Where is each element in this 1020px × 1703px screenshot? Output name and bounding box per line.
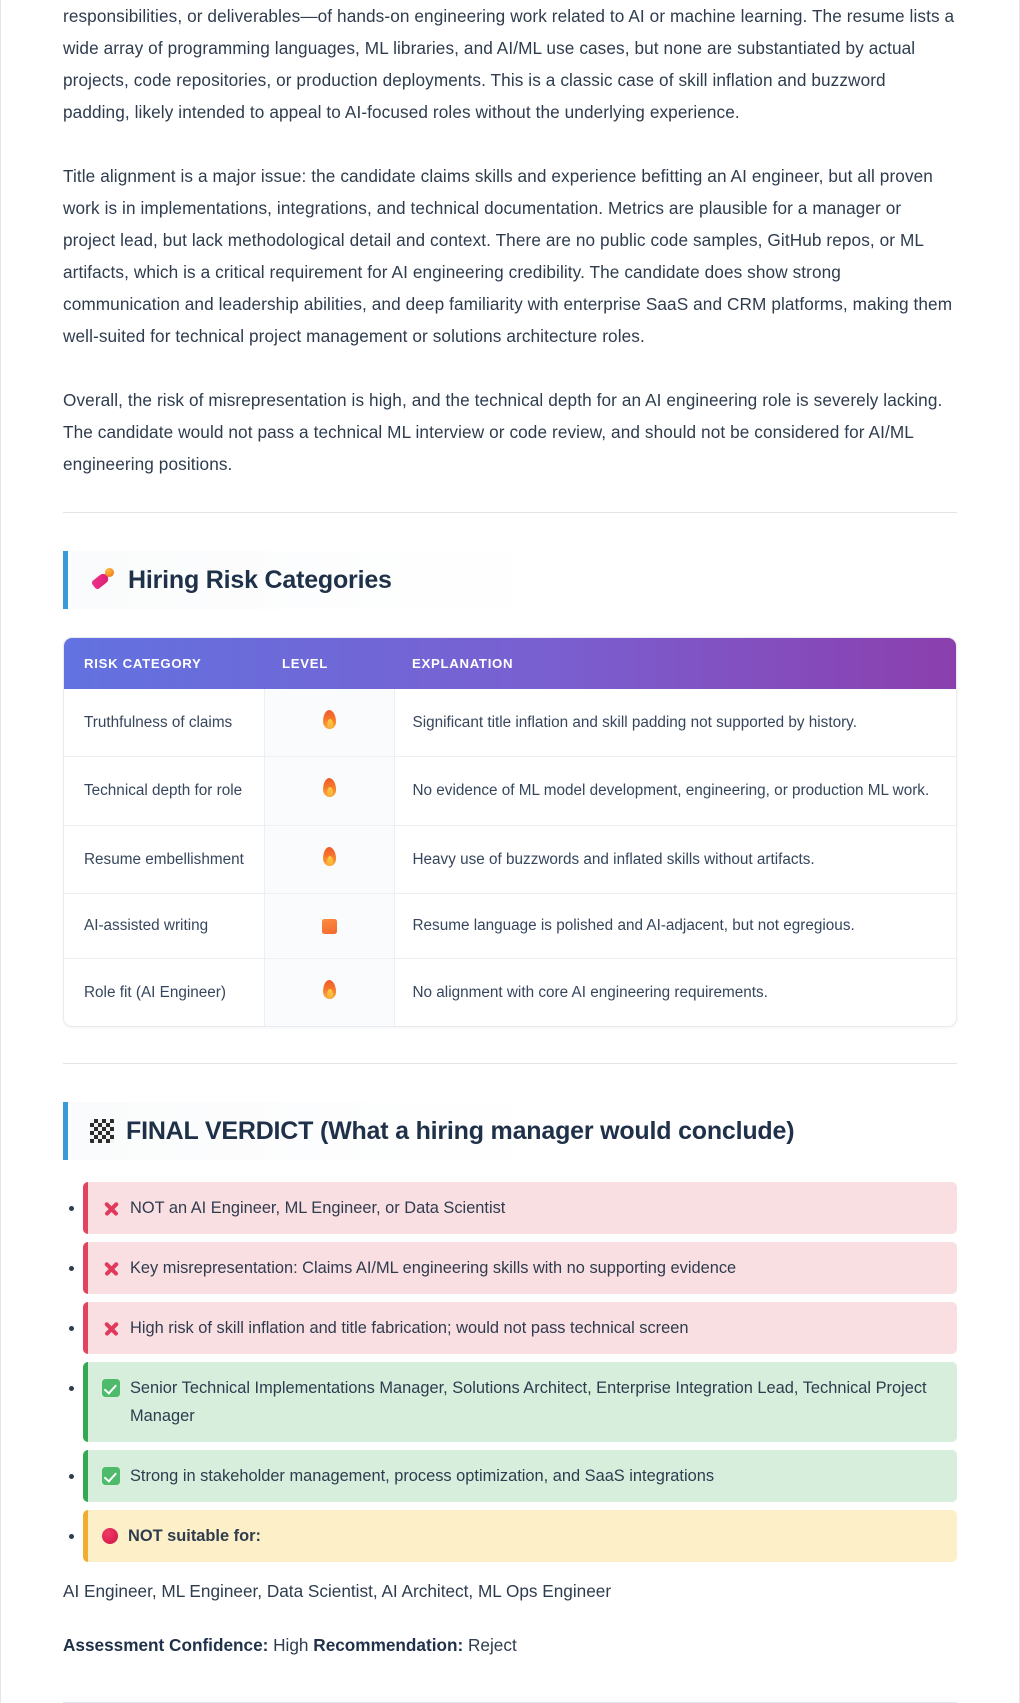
verdict-callout-negative: High risk of skill inflation and title f… <box>83 1302 957 1355</box>
checkered-flag-icon <box>90 1119 114 1144</box>
verdict-text: High risk of skill inflation and title f… <box>130 1319 689 1338</box>
red-circle-icon <box>102 1528 118 1545</box>
verdict-callout-negative: NOT an AI Engineer, ML Engineer, or Data… <box>83 1182 957 1235</box>
risk-table: RISK CATEGORY LEVEL EXPLANATION Truthful… <box>64 638 956 1027</box>
list-item: High risk of skill inflation and title f… <box>63 1302 957 1355</box>
final-verdict-title: FINAL VERDICT (What a hiring manager wou… <box>126 1117 795 1146</box>
risk-explanation-cell: Resume language is polished and AI-adjac… <box>394 893 956 959</box>
paragraph-1: responsibilities, or deliverables—of han… <box>63 6 955 122</box>
table-row: Resume embellishment Heavy use of buzzwo… <box>64 825 956 895</box>
column-header-level: LEVEL <box>282 656 328 671</box>
flame-icon <box>322 979 336 999</box>
risk-table-body: Truthfulness of claims Significant title… <box>64 689 956 1027</box>
recommendation-label: Recommendation: <box>313 1635 464 1656</box>
hiring-risk-section-header: Hiring Risk Categories <box>63 551 957 609</box>
risk-level-cell <box>263 689 395 758</box>
risk-category-cell: Technical depth for role <box>64 756 264 826</box>
list-item: NOT an AI Engineer, ML Engineer, or Data… <box>63 1182 957 1235</box>
verdict-text: NOT an AI Engineer, ML Engineer, or Data… <box>130 1199 506 1218</box>
list-item: Strong in stakeholder management, proces… <box>63 1450 957 1503</box>
table-row: AI-assisted writing Resume language is p… <box>64 893 956 959</box>
flame-icon <box>322 709 336 730</box>
assessment-confidence-label: Assessment Confidence: <box>63 1635 269 1656</box>
cross-icon <box>102 1315 120 1341</box>
risk-category-cell: Truthfulness of claims <box>64 689 264 758</box>
cross-icon <box>102 1255 120 1281</box>
section-divider-2 <box>63 1063 957 1065</box>
verdict-callout-positive: Strong in stakeholder management, proces… <box>83 1450 957 1503</box>
verdict-callout-warning: NOT suitable for: <box>83 1510 957 1563</box>
flame-icon <box>322 846 336 867</box>
recommendation-value: Reject <box>468 1635 517 1656</box>
risk-level-cell <box>263 756 395 826</box>
risk-explanation-cell: No evidence of ML model development, eng… <box>394 756 956 826</box>
verdict-text: NOT suitable for: <box>128 1527 261 1546</box>
orange-square-icon <box>321 918 337 934</box>
list-item: Senior Technical Implementations Manager… <box>63 1362 957 1443</box>
hiring-risk-title: Hiring Risk Categories <box>128 566 392 594</box>
assessment-confidence-value: High <box>273 1635 309 1656</box>
column-header-explanation: EXPLANATION <box>412 656 514 671</box>
verdict-list: NOT an AI Engineer, ML Engineer, or Data… <box>63 1182 957 1563</box>
risk-level-cell <box>263 958 395 1027</box>
risk-table-header-row: RISK CATEGORY LEVEL EXPLANATION <box>64 638 956 689</box>
table-row: Technical depth for role No evidence of … <box>64 756 956 826</box>
risk-table-head: RISK CATEGORY LEVEL EXPLANATION <box>64 638 956 689</box>
table-row: Truthfulness of claims Significant title… <box>64 689 956 758</box>
table-row: Role fit (AI Engineer) No alignment with… <box>64 958 956 1027</box>
paragraph-3: Overall, the risk of misrepresentation i… <box>63 390 943 474</box>
risk-level-cell <box>263 825 395 895</box>
not-suitable-roles: AI Engineer, ML Engineer, Data Scientist… <box>63 1581 612 1602</box>
list-item: Key misrepresentation: Claims AI/ML engi… <box>63 1242 957 1295</box>
flame-icon <box>322 778 336 798</box>
paragraph-2: Title alignment is a major issue: the ca… <box>63 166 953 346</box>
risk-level-cell <box>263 893 395 959</box>
cross-icon <box>102 1195 120 1221</box>
check-icon <box>102 1379 120 1398</box>
column-header-risk-category: RISK CATEGORY <box>84 656 202 671</box>
verdict-text: Senior Technical Implementations Manager… <box>130 1379 927 1426</box>
verdict-callout-negative: Key misrepresentation: Claims AI/ML engi… <box>83 1242 957 1295</box>
narrative-block: responsibilities, or deliverables—of han… <box>63 0 957 480</box>
check-icon <box>102 1467 120 1486</box>
risk-category-cell: Resume embellishment <box>64 825 264 895</box>
section-divider-1 <box>63 512 957 513</box>
assessment-summary: Assessment Confidence: High Recommendati… <box>63 1630 957 1660</box>
verdict-text: Key misrepresentation: Claims AI/ML engi… <box>130 1259 737 1278</box>
risk-table-container: RISK CATEGORY LEVEL EXPLANATION Truthful… <box>63 637 957 1028</box>
firecracker-icon <box>90 567 116 593</box>
verdict-callout-positive: Senior Technical Implementations Manager… <box>83 1362 957 1443</box>
risk-category-cell: Role fit (AI Engineer) <box>84 983 226 1001</box>
final-verdict-section-header: FINAL VERDICT (What a hiring manager wou… <box>63 1102 957 1161</box>
risk-explanation-cell: Significant title inflation and skill pa… <box>394 689 956 758</box>
verdict-text: Strong in stakeholder management, proces… <box>130 1467 715 1486</box>
risk-category-cell: AI-assisted writing <box>64 893 264 959</box>
list-item: NOT suitable for: <box>63 1510 957 1563</box>
risk-explanation-cell: Heavy use of buzzwords and inflated skil… <box>394 825 956 895</box>
risk-explanation-cell: No alignment with core AI engineering re… <box>412 983 768 1001</box>
